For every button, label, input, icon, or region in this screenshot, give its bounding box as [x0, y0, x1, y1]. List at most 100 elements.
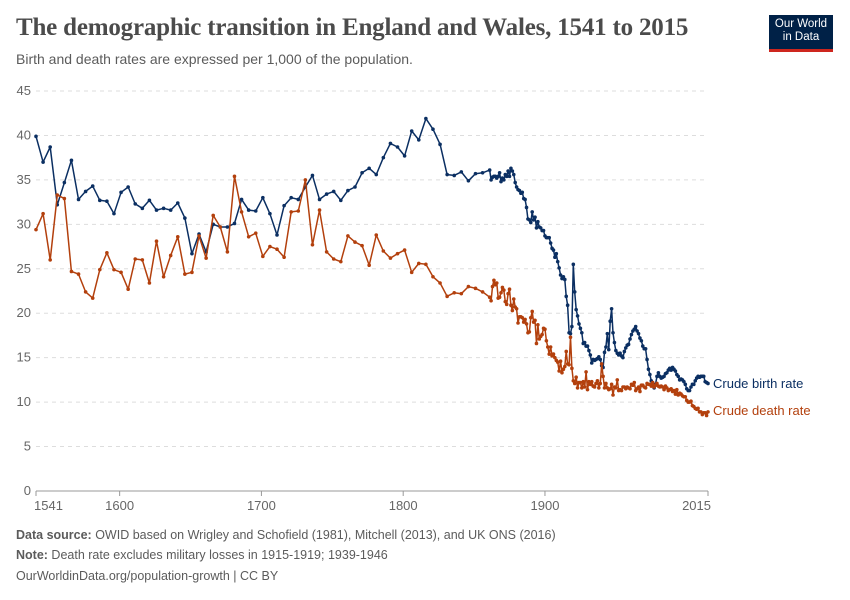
data-point-birth[interactable]: [577, 322, 581, 326]
data-point-birth[interactable]: [480, 170, 485, 175]
data-point-death[interactable]: [90, 296, 95, 300]
data-point-birth[interactable]: [555, 259, 560, 264]
data-point-birth[interactable]: [48, 145, 52, 149]
data-point-birth[interactable]: [530, 210, 535, 214]
data-point-birth[interactable]: [598, 357, 603, 362]
data-point-death[interactable]: [424, 262, 428, 267]
data-point-birth[interactable]: [225, 225, 230, 229]
data-point-death[interactable]: [197, 234, 201, 238]
data-point-birth[interactable]: [614, 348, 618, 353]
data-point-birth[interactable]: [239, 197, 244, 202]
data-point-birth[interactable]: [638, 336, 642, 340]
data-point-birth[interactable]: [531, 218, 536, 222]
data-point-birth[interactable]: [402, 154, 407, 158]
data-point-death[interactable]: [499, 290, 503, 295]
data-point-death[interactable]: [211, 213, 216, 218]
data-point-death[interactable]: [490, 284, 495, 289]
data-point-death[interactable]: [628, 386, 632, 391]
data-point-birth[interactable]: [424, 116, 428, 121]
data-point-death[interactable]: [548, 345, 553, 349]
data-point-death[interactable]: [584, 370, 588, 374]
data-point-birth[interactable]: [452, 173, 457, 178]
data-point-birth[interactable]: [496, 174, 500, 179]
data-point-birth[interactable]: [635, 329, 639, 333]
data-point-death[interactable]: [282, 255, 286, 260]
data-point-birth[interactable]: [489, 178, 493, 182]
data-point-birth[interactable]: [431, 127, 435, 132]
data-point-birth[interactable]: [578, 326, 583, 331]
data-point-birth[interactable]: [497, 170, 502, 175]
data-point-birth[interactable]: [34, 134, 38, 139]
data-point-death[interactable]: [547, 352, 552, 356]
data-point-birth[interactable]: [561, 274, 566, 279]
data-point-birth[interactable]: [643, 346, 648, 351]
data-point-birth[interactable]: [589, 361, 594, 365]
data-point-death[interactable]: [582, 385, 587, 389]
data-point-birth[interactable]: [572, 290, 577, 294]
data-point-birth[interactable]: [564, 294, 569, 299]
data-point-birth[interactable]: [416, 138, 421, 142]
data-point-death[interactable]: [225, 250, 230, 254]
data-point-birth[interactable]: [568, 331, 573, 336]
data-point-death[interactable]: [568, 335, 573, 340]
data-point-birth[interactable]: [588, 353, 593, 357]
data-point-birth[interactable]: [154, 208, 159, 212]
data-point-death[interactable]: [673, 392, 678, 396]
data-point-death[interactable]: [704, 413, 709, 418]
data-point-death[interactable]: [699, 410, 703, 414]
data-point-birth[interactable]: [253, 209, 258, 213]
data-point-death[interactable]: [585, 387, 590, 392]
data-point-death[interactable]: [527, 330, 532, 334]
data-point-death[interactable]: [598, 381, 603, 386]
data-point-death[interactable]: [105, 250, 109, 255]
data-point-death[interactable]: [669, 386, 673, 391]
data-point-death[interactable]: [557, 369, 561, 373]
data-point-birth[interactable]: [374, 172, 379, 177]
data-point-death[interactable]: [599, 362, 604, 366]
data-point-birth[interactable]: [523, 197, 527, 202]
data-point-birth[interactable]: [62, 180, 67, 185]
data-point-death[interactable]: [619, 388, 624, 393]
data-point-birth[interactable]: [232, 221, 237, 226]
data-point-death[interactable]: [516, 321, 520, 325]
data-point-death[interactable]: [703, 410, 707, 415]
data-point-death[interactable]: [523, 317, 527, 322]
data-point-birth[interactable]: [683, 382, 688, 387]
data-point-birth[interactable]: [324, 192, 329, 196]
data-point-birth[interactable]: [513, 180, 517, 185]
data-point-death[interactable]: [514, 306, 519, 311]
data-point-birth[interactable]: [673, 369, 678, 373]
data-point-death[interactable]: [388, 256, 393, 260]
data-point-death[interactable]: [489, 298, 493, 303]
data-point-death[interactable]: [649, 384, 654, 388]
data-point-death[interactable]: [268, 244, 272, 249]
data-point-birth[interactable]: [147, 198, 152, 203]
data-point-birth[interactable]: [558, 273, 563, 277]
data-point-death[interactable]: [545, 345, 550, 349]
data-point-birth[interactable]: [41, 160, 45, 164]
data-point-death[interactable]: [528, 315, 533, 320]
data-point-birth[interactable]: [656, 370, 661, 375]
data-point-birth[interactable]: [175, 201, 180, 205]
data-point-death[interactable]: [581, 379, 586, 384]
data-point-birth[interactable]: [585, 344, 590, 348]
data-point-death[interactable]: [161, 274, 166, 279]
data-point-birth[interactable]: [473, 171, 478, 176]
data-point-death[interactable]: [611, 393, 615, 397]
data-point-death[interactable]: [615, 378, 620, 382]
data-point-death[interactable]: [594, 381, 598, 386]
data-point-birth[interactable]: [331, 189, 336, 194]
data-point-death[interactable]: [204, 256, 208, 260]
data-point-birth[interactable]: [459, 170, 464, 174]
data-point-birth[interactable]: [161, 206, 166, 211]
data-point-death[interactable]: [524, 322, 529, 326]
data-point-birth[interactable]: [76, 197, 81, 202]
data-point-birth[interactable]: [665, 370, 669, 375]
data-point-death[interactable]: [183, 272, 187, 276]
data-point-death[interactable]: [147, 281, 152, 285]
data-point-death[interactable]: [558, 359, 563, 364]
data-point-birth[interactable]: [499, 179, 503, 184]
data-point-birth[interactable]: [682, 379, 686, 384]
data-point-death[interactable]: [445, 294, 449, 299]
data-point-death[interactable]: [246, 234, 251, 239]
